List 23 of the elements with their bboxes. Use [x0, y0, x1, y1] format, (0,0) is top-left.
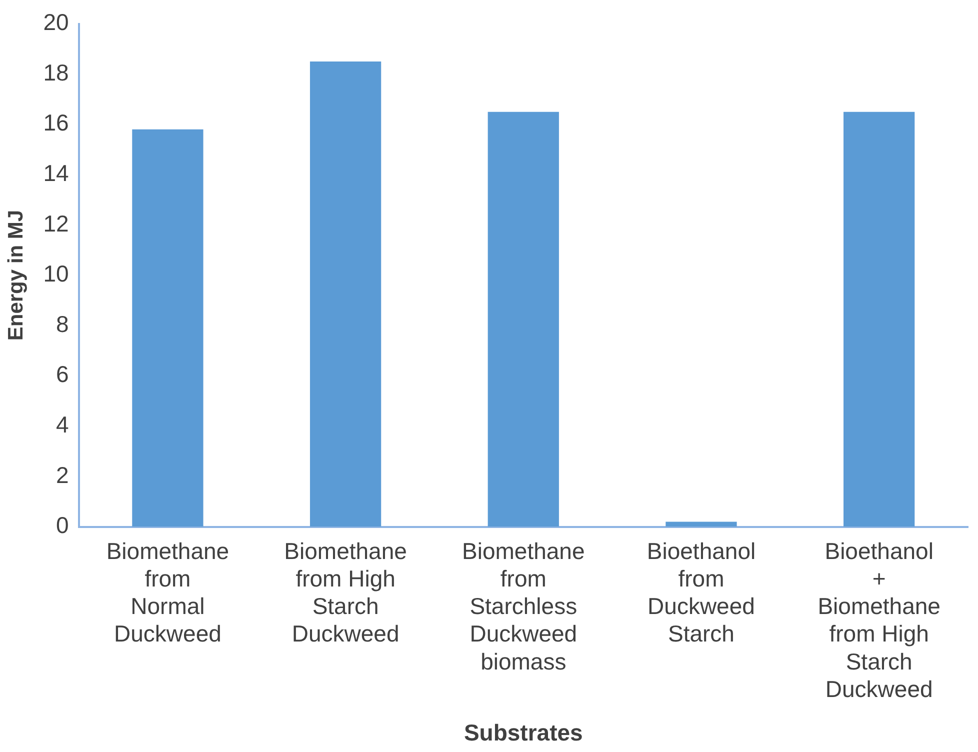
y-tick-label: 16	[43, 110, 69, 136]
x-tick-label: Biomethane from Starchless Duckweed biomass	[462, 538, 585, 674]
y-tick-label: 8	[56, 310, 69, 337]
bar	[310, 62, 382, 527]
x-tick-label: Bioethanol from Duckweed Starch	[646, 538, 756, 647]
bar	[666, 522, 737, 527]
y-axis-title: Energy in MJ	[4, 210, 28, 341]
x-tick-label: Bioethanol + Biomethane from High Starch Duckweed	[818, 538, 940, 702]
y-tick-label: 14	[43, 160, 69, 186]
bar	[488, 112, 559, 527]
y-tick-label: 20	[43, 9, 69, 36]
y-tick-label: 4	[56, 412, 69, 438]
x-axis-title: Substrates	[464, 720, 583, 746]
y-tick-label: 18	[43, 59, 69, 86]
bar	[132, 129, 204, 527]
y-tick-label: 2	[56, 462, 69, 488]
y-tick-label: 12	[43, 210, 69, 236]
y-tick-label: 6	[56, 361, 69, 388]
bar	[844, 112, 915, 527]
x-tick-label: Biomethane from High Starch Duckweed	[284, 538, 407, 647]
y-tick-label: 0	[56, 512, 69, 538]
x-tick-label: Biomethane from Normal Duckweed	[106, 538, 230, 647]
y-tick-label: 10	[43, 260, 69, 287]
